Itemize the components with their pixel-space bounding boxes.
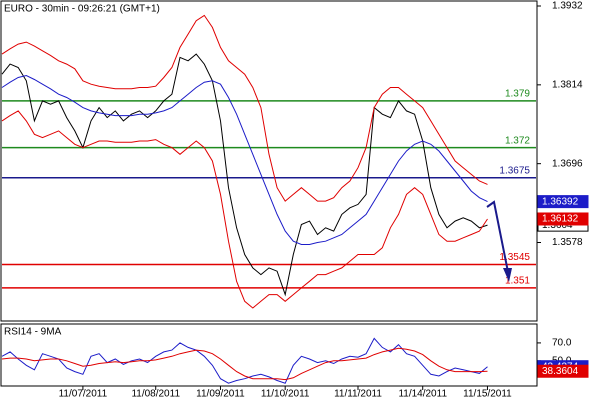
x-tick-label: 11/08/2011 bbox=[131, 389, 180, 400]
level-label: 1.3545 bbox=[499, 252, 530, 263]
level-label: 1.379 bbox=[505, 89, 530, 100]
x-tick-label: 11/14/2011 bbox=[398, 389, 447, 400]
level-label: 1.351 bbox=[505, 276, 530, 287]
rsi-panel bbox=[0, 323, 538, 387]
rsi-title: RSI14 - 9MA bbox=[4, 327, 62, 338]
series-line bbox=[1, 74, 488, 245]
series-line bbox=[1, 347, 488, 381]
level-label: 1.372 bbox=[505, 135, 530, 146]
forecast-arrow bbox=[486, 200, 512, 282]
series-line bbox=[1, 14, 488, 202]
value-tag bbox=[537, 195, 589, 209]
price-panel bbox=[0, 0, 538, 322]
y-tick-label: 1.3814 bbox=[552, 79, 583, 90]
x-tick-label: 11/07/2011 bbox=[59, 389, 108, 400]
y-tick-label: 1.3932 bbox=[552, 1, 583, 12]
y-tick-label: 70.0 bbox=[552, 338, 572, 349]
chart-title: EURO - 30min - 09:26:21 (GMT+1) bbox=[4, 4, 160, 15]
x-tick-label: 11/10/2011 bbox=[261, 389, 310, 400]
series-line bbox=[1, 110, 488, 309]
value-tag-label: 1.36132 bbox=[542, 214, 579, 225]
x-tick-label: 11/15/2011 bbox=[463, 389, 512, 400]
series-line bbox=[1, 337, 488, 384]
level-label: 1.3675 bbox=[499, 165, 530, 176]
x-tick-label: 11/11/2011 bbox=[334, 389, 382, 400]
value-tag bbox=[537, 364, 589, 378]
y-tick-label: 1.3696 bbox=[552, 158, 583, 169]
y-tick-label: 1.3578 bbox=[552, 237, 583, 248]
x-tick-label: 11/09/2011 bbox=[196, 389, 245, 400]
value-tag bbox=[537, 212, 589, 226]
value-tag-label: 38.3604 bbox=[542, 366, 579, 377]
value-tag-label: 1.36392 bbox=[542, 196, 579, 207]
